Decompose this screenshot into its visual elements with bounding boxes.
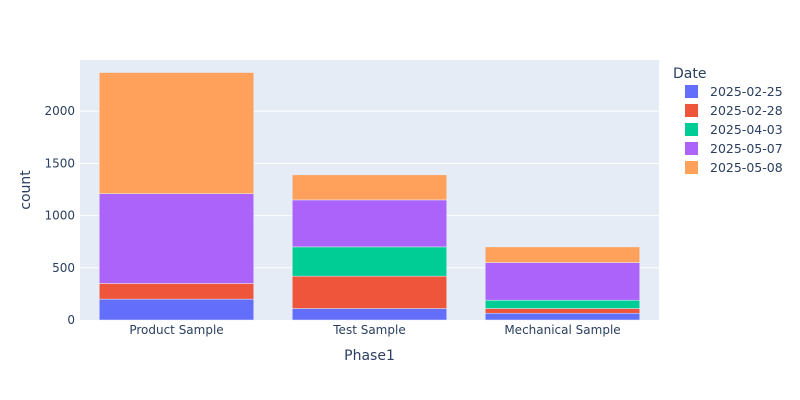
legend-title: Date (673, 66, 706, 82)
y-tick-label: 2000 (44, 104, 75, 118)
bar-segment (485, 246, 640, 263)
bar-segment (485, 299, 640, 309)
legend-item[interactable]: 2025-04-03 (685, 122, 783, 137)
legend-item[interactable]: 2025-05-07 (685, 141, 783, 156)
legend-items: 2025-02-25 2025-02-28 2025-04-03 2025-05-07… (685, 84, 783, 175)
y-tick-labels: 0 500 1000 1500 2000 (44, 104, 75, 327)
legend-label: 2025-05-08 (710, 160, 783, 175)
legend-swatch (685, 161, 698, 174)
legend-swatch (685, 142, 698, 155)
bar-segment (292, 199, 447, 248)
y-tick-label: 1500 (44, 156, 75, 170)
y-tick-label: 0 (67, 313, 75, 327)
x-tick-label: Test Sample (332, 323, 405, 337)
bar-stack (292, 174, 447, 321)
x-tick-labels: Product Sample Test Sample Mechanical Samp… (129, 323, 620, 337)
bar-segment (292, 174, 447, 201)
legend-label: 2025-05-07 (710, 141, 783, 156)
bar-segment (99, 283, 254, 300)
legend-item[interactable]: 2025-05-08 (685, 160, 783, 175)
bar-segment (485, 308, 640, 314)
y-axis-title: count (18, 170, 34, 210)
x-tick-label: Mechanical Sample (504, 323, 620, 337)
bar-segment (292, 275, 447, 309)
legend-label: 2025-04-03 (710, 122, 783, 137)
legend-label: 2025-02-28 (710, 103, 783, 118)
bar-segment (99, 193, 254, 284)
legend-swatch (685, 104, 698, 117)
bar-segment (485, 312, 640, 321)
legend-item[interactable]: 2025-02-28 (685, 103, 783, 118)
x-tick-label: Product Sample (129, 323, 223, 337)
bar-segment (99, 298, 254, 321)
legend-label: 2025-02-25 (710, 84, 783, 99)
bar-segment (99, 72, 254, 194)
bar-segment (292, 308, 447, 321)
legend-item[interactable]: 2025-02-25 (685, 84, 783, 99)
legend: Date 2025-02-252025-02-282025-04-032025-… (673, 66, 783, 175)
bar-segment (485, 262, 640, 301)
x-axis-title: Phase1 (344, 348, 395, 364)
bar-stack (485, 246, 640, 321)
bar-stacks (99, 72, 640, 321)
y-tick-label: 1000 (44, 209, 75, 223)
legend-swatch (685, 123, 698, 136)
bar-stack (99, 72, 254, 321)
legend-swatch (685, 85, 698, 98)
y-tick-label: 500 (52, 261, 75, 275)
bar-segment (292, 246, 447, 277)
